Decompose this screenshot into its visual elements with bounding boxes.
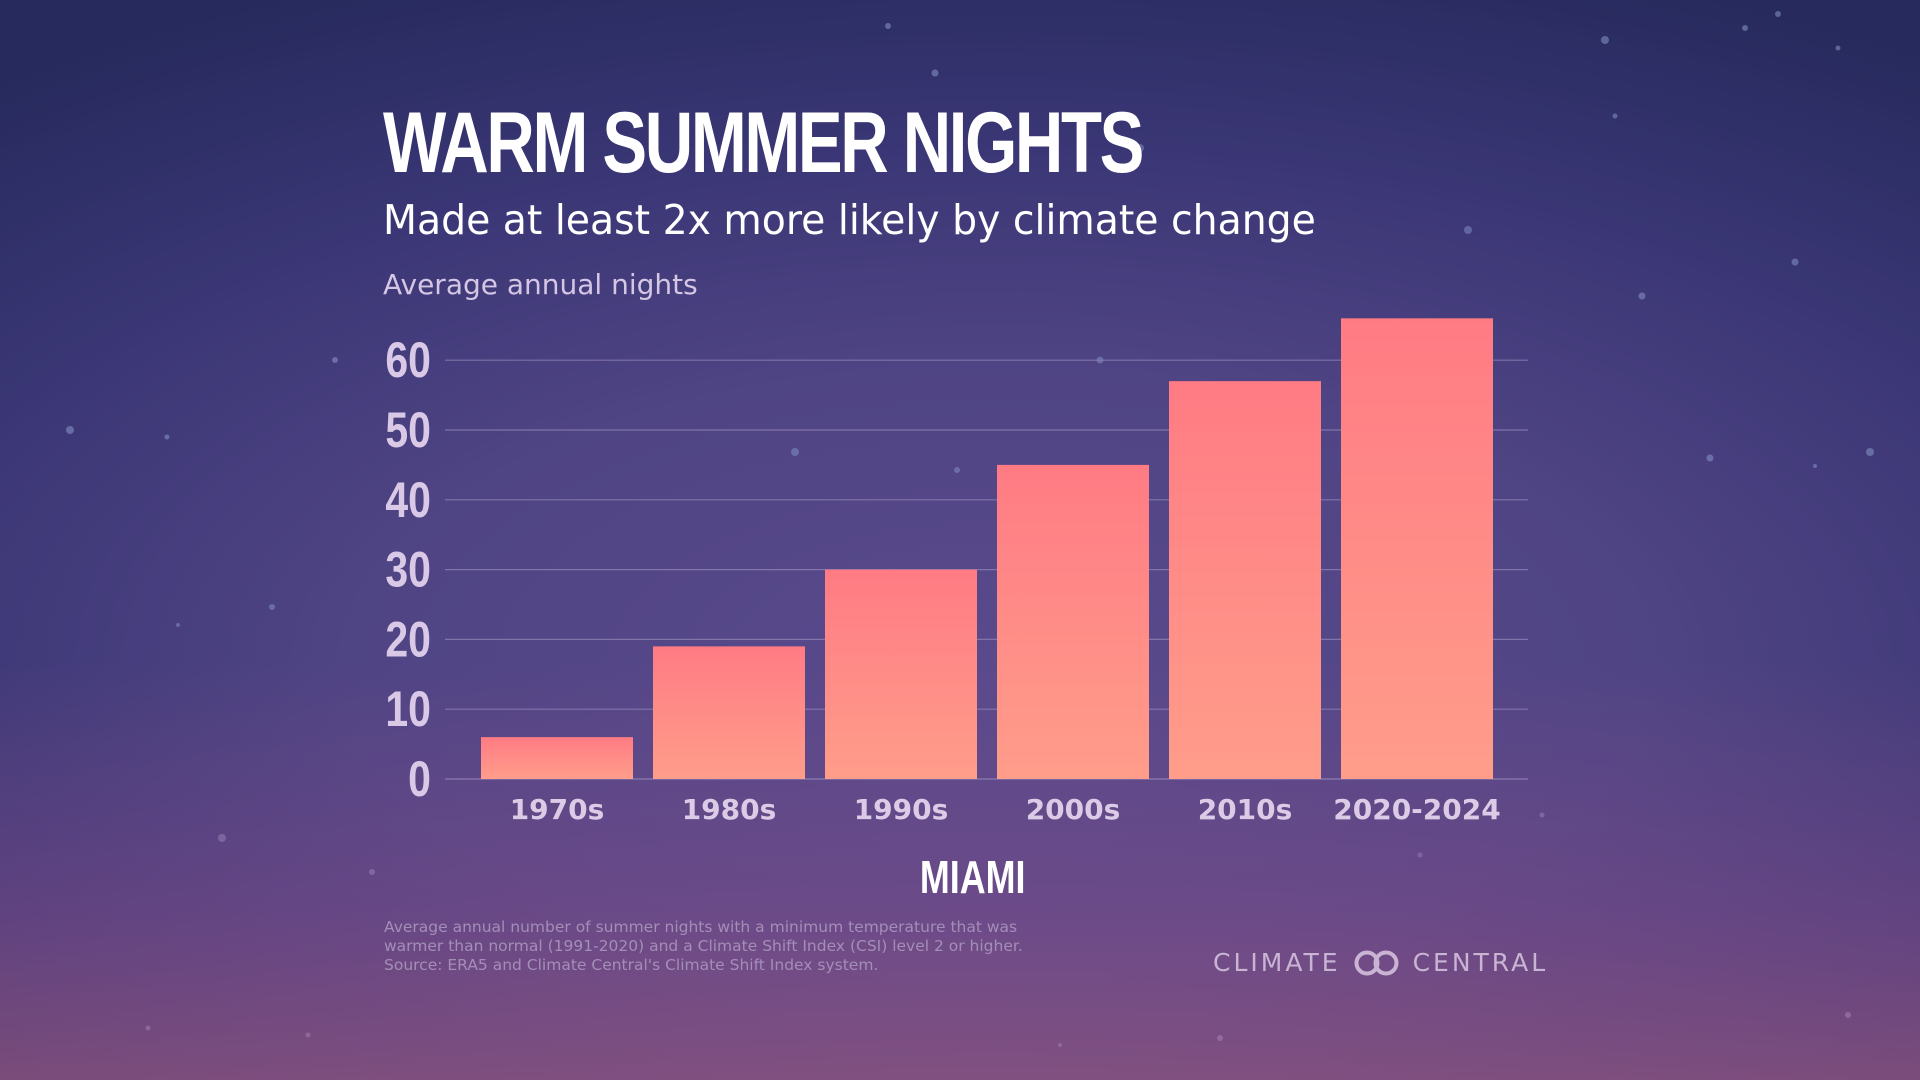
- bars: [481, 318, 1493, 779]
- bar-2010s: [1169, 381, 1321, 779]
- footnote: Average annual number of summer nights w…: [384, 918, 1023, 975]
- y-tick-label: 10: [385, 681, 431, 737]
- bar-1970s: [481, 737, 633, 779]
- x-tick-label: 1980s: [682, 793, 777, 826]
- x-tick-label: 1970s: [510, 793, 605, 826]
- y-tick-label: 60: [385, 332, 431, 388]
- y-tick-label: 40: [385, 472, 431, 528]
- logo-text-left: CLIMATE: [1213, 948, 1341, 977]
- chart-subtitle: Made at least 2x more likely by climate …: [383, 196, 1316, 244]
- x-tick-label: 2020-2024: [1333, 793, 1500, 826]
- y-axis-label: Average annual nights: [383, 268, 698, 301]
- bar-1980s: [653, 646, 805, 779]
- x-tick-label: 2010s: [1198, 793, 1293, 826]
- infinity-rings-icon: [1354, 950, 1399, 975]
- footnote-line: warmer than normal (1991-2020) and a Cli…: [384, 937, 1023, 955]
- y-tick-label: 20: [385, 612, 431, 668]
- bar-2000s: [997, 464, 1149, 779]
- bar-1990s: [825, 569, 977, 779]
- footnote-line: Average annual number of summer nights w…: [384, 918, 1018, 936]
- x-tick-labels: 1970s 1980s 1990s 2000s 2010s 2020-2024: [510, 793, 1501, 826]
- y-tick-label: 30: [385, 542, 431, 598]
- logo-text-right: CENTRAL: [1412, 948, 1549, 977]
- y-tick-labels: 0 10 20 30 40 50 60: [385, 332, 431, 807]
- bar-2020-2024: [1341, 318, 1493, 779]
- x-tick-label: 1990s: [854, 793, 949, 826]
- climate-central-logo: CLIMATE CENTRAL: [1213, 948, 1548, 977]
- x-tick-label: 2000s: [1026, 793, 1121, 826]
- footnote-line: Source: ERA5 and Climate Central's Clima…: [384, 956, 879, 974]
- y-tick-label: 50: [385, 402, 431, 458]
- chart-title: WARM SUMMER NIGHTS: [383, 95, 1144, 191]
- y-tick-label: 0: [408, 751, 431, 807]
